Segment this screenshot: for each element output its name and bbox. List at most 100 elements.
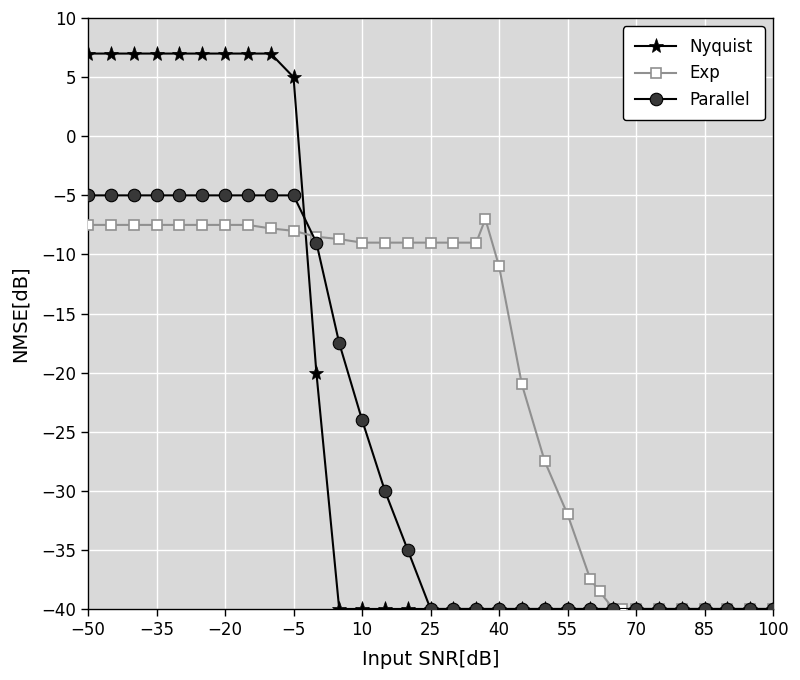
Exp <box>334 235 344 243</box>
Nyquist <box>562 605 572 613</box>
Nyquist <box>358 605 367 613</box>
Nyquist <box>266 50 275 58</box>
Nyquist <box>152 50 162 58</box>
Exp <box>494 262 504 271</box>
Line: Exp: Exp <box>83 214 778 614</box>
Exp <box>174 221 184 229</box>
Nyquist <box>129 50 138 58</box>
Nyquist <box>677 605 686 613</box>
Exp <box>220 221 230 229</box>
Exp <box>403 239 413 247</box>
Nyquist <box>722 605 732 613</box>
Nyquist <box>243 50 253 58</box>
Parallel <box>540 605 550 613</box>
Exp <box>83 221 93 229</box>
Parallel <box>768 605 778 613</box>
Exp <box>380 239 390 247</box>
Nyquist <box>631 605 641 613</box>
Parallel <box>746 605 755 613</box>
Nyquist <box>106 50 116 58</box>
Parallel <box>471 605 481 613</box>
Parallel <box>266 191 275 199</box>
Nyquist <box>654 605 664 613</box>
Legend: Nyquist, Exp, Parallel: Nyquist, Exp, Parallel <box>623 27 765 120</box>
Nyquist <box>334 605 344 613</box>
Nyquist <box>746 605 755 613</box>
Parallel <box>243 191 253 199</box>
Exp <box>654 605 664 613</box>
Nyquist <box>768 605 778 613</box>
Exp <box>768 605 778 613</box>
Exp <box>481 215 490 223</box>
Parallel <box>562 605 572 613</box>
Nyquist <box>517 605 526 613</box>
Nyquist <box>311 369 321 377</box>
Parallel <box>722 605 732 613</box>
Exp <box>562 511 572 519</box>
Exp <box>129 221 138 229</box>
Exp <box>358 239 367 247</box>
Exp <box>517 380 526 388</box>
Parallel <box>494 605 504 613</box>
Exp <box>594 587 604 595</box>
Parallel <box>129 191 138 199</box>
Exp <box>746 605 755 613</box>
Nyquist <box>198 50 207 58</box>
Parallel <box>83 191 93 199</box>
Line: Parallel: Parallel <box>82 189 779 615</box>
Parallel <box>198 191 207 199</box>
Exp <box>106 221 116 229</box>
Parallel <box>449 605 458 613</box>
Exp <box>631 605 641 613</box>
Nyquist <box>220 50 230 58</box>
X-axis label: Input SNR[dB]: Input SNR[dB] <box>362 650 499 669</box>
Exp <box>540 457 550 465</box>
Exp <box>586 575 595 583</box>
Nyquist <box>471 605 481 613</box>
Nyquist <box>403 605 413 613</box>
Exp <box>471 239 481 247</box>
Parallel <box>174 191 184 199</box>
Exp <box>609 605 618 613</box>
Exp <box>311 233 321 241</box>
Nyquist <box>494 605 504 613</box>
Exp <box>266 224 275 233</box>
Parallel <box>654 605 664 613</box>
Exp <box>289 226 298 235</box>
Line: Nyquist: Nyquist <box>80 46 781 617</box>
Exp <box>677 605 686 613</box>
Nyquist <box>700 605 710 613</box>
Exp <box>722 605 732 613</box>
Parallel <box>700 605 710 613</box>
Nyquist <box>289 73 298 82</box>
Exp <box>426 239 435 247</box>
Parallel <box>677 605 686 613</box>
Parallel <box>609 605 618 613</box>
Parallel <box>358 415 367 424</box>
Parallel <box>334 339 344 347</box>
Exp <box>152 221 162 229</box>
Nyquist <box>174 50 184 58</box>
Exp <box>449 239 458 247</box>
Nyquist <box>83 50 93 58</box>
Nyquist <box>380 605 390 613</box>
Parallel <box>586 605 595 613</box>
Parallel <box>517 605 526 613</box>
Nyquist <box>426 605 435 613</box>
Nyquist <box>609 605 618 613</box>
Exp <box>198 221 207 229</box>
Parallel <box>380 487 390 495</box>
Parallel <box>403 546 413 554</box>
Nyquist <box>540 605 550 613</box>
Parallel <box>152 191 162 199</box>
Parallel <box>426 605 435 613</box>
Nyquist <box>449 605 458 613</box>
Nyquist <box>586 605 595 613</box>
Exp <box>618 605 627 613</box>
Parallel <box>106 191 116 199</box>
Parallel <box>220 191 230 199</box>
Parallel <box>311 239 321 247</box>
Parallel <box>289 191 298 199</box>
Y-axis label: NMSE[dB]: NMSE[dB] <box>11 265 30 362</box>
Exp <box>243 221 253 229</box>
